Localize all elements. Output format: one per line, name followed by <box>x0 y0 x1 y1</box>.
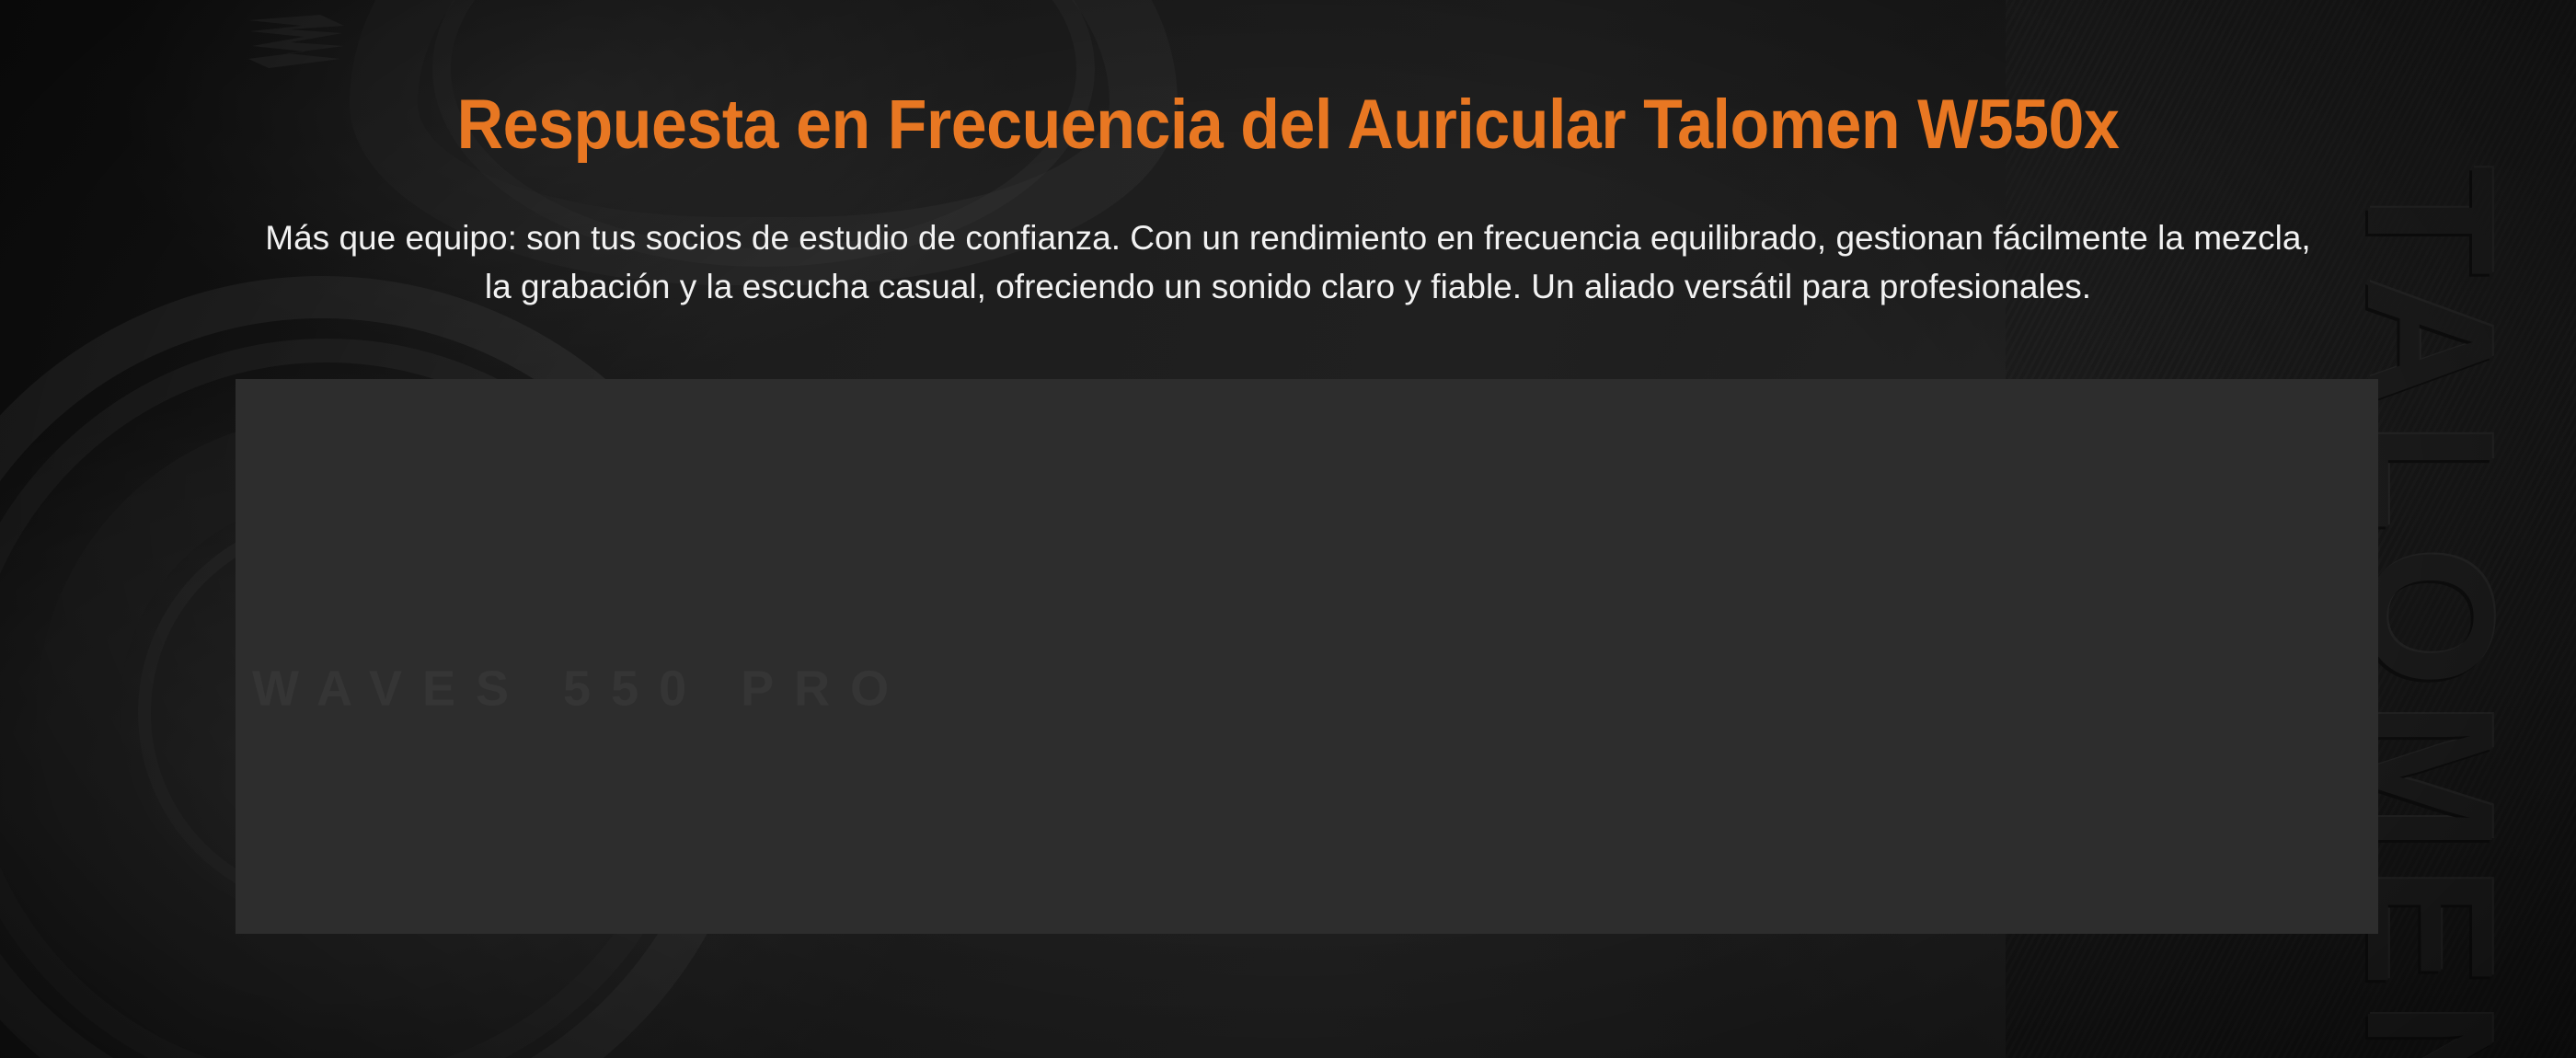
subtitle-line-1: Más que equipo: son tus socios de estudi… <box>265 219 2311 257</box>
frequency-response-plot: WAVES 550 PRO <box>236 379 2378 934</box>
page-title: Respuesta en Frecuencia del Auricular Ta… <box>456 86 2120 164</box>
plot-watermark: WAVES 550 PRO <box>252 661 909 717</box>
frequency-response-chart: WAVES 550 PRO <box>120 350 2438 957</box>
subtitle-line-2: la grabación y la escucha casual, ofreci… <box>484 268 2092 305</box>
page-subtitle: Más que equipo: son tus socios de estudi… <box>193 213 2383 311</box>
plot-background <box>236 379 2378 934</box>
plot-inner: WAVES 550 PRO <box>252 661 909 717</box>
